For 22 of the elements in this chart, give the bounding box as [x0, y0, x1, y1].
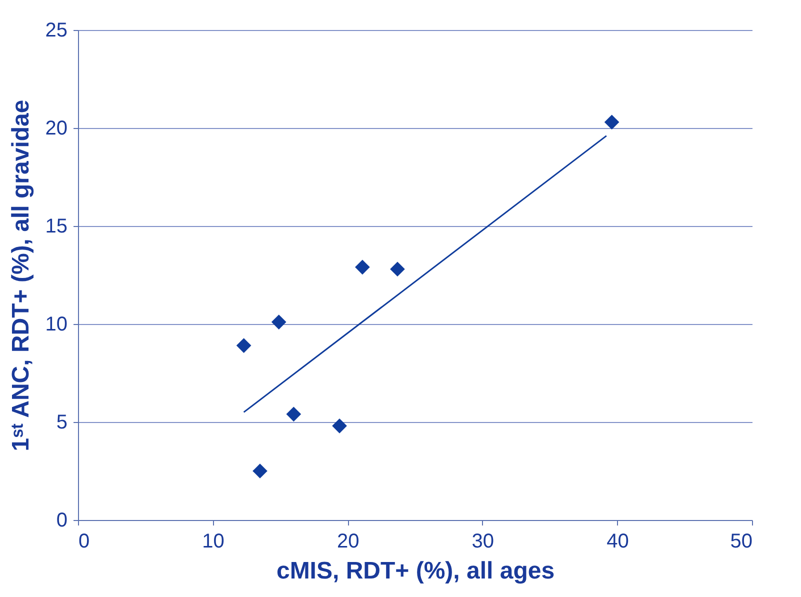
point	[355, 260, 370, 275]
x-tick-label: 40	[606, 530, 629, 552]
point	[604, 114, 620, 130]
x-tick-label: 0	[78, 530, 90, 552]
x-axis-title: cMIS, RDT+ (%), all ages	[276, 558, 555, 584]
point	[390, 262, 405, 277]
x-tick-label: 20	[336, 530, 360, 552]
point	[332, 418, 347, 434]
x-tick-label: 10	[202, 530, 224, 552]
point	[286, 406, 302, 422]
x-tick-label: 50	[730, 530, 752, 552]
point	[236, 338, 252, 353]
point	[271, 314, 286, 330]
y-tick-label: 5	[56, 412, 68, 434]
y-tick-label: 20	[45, 118, 68, 140]
x-tick-label: 30	[472, 530, 494, 552]
y-axis-title: 1ˢᵗ ANC, RDT+ (%), all gravidae	[7, 100, 34, 452]
y-tick-label: 10	[45, 314, 68, 336]
y-tick-label: 0	[56, 510, 68, 532]
y-tick-label: 15	[45, 216, 68, 238]
y-tick-label: 25	[45, 20, 68, 42]
point	[252, 464, 268, 478]
